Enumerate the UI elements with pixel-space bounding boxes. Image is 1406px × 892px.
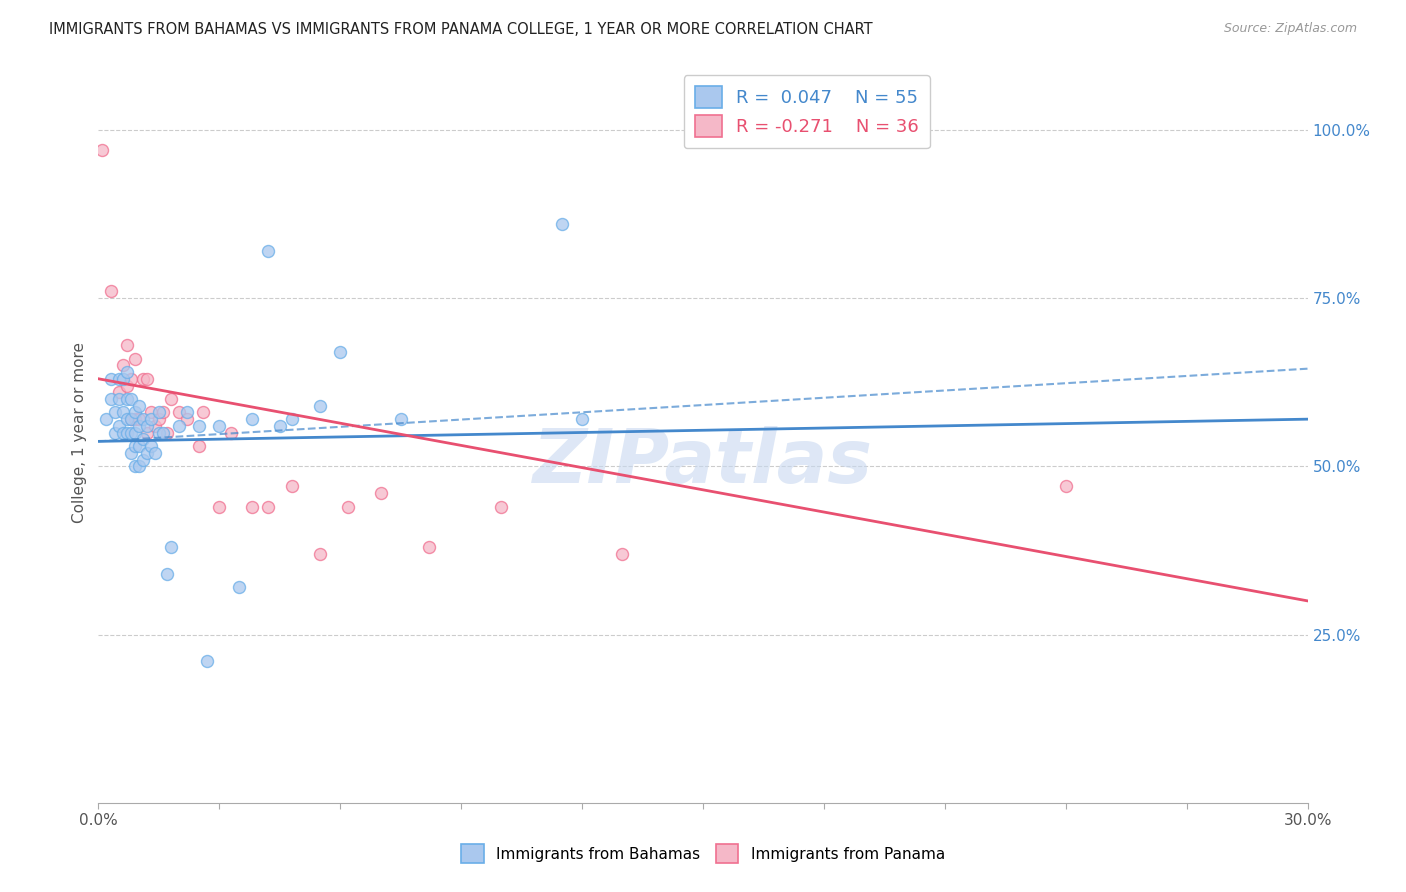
Point <box>491 500 513 514</box>
Point <box>111 425 134 440</box>
Point <box>167 418 190 433</box>
Point <box>612 547 634 561</box>
Point <box>107 372 129 386</box>
Point <box>256 500 278 514</box>
Point <box>135 446 157 460</box>
Point <box>135 418 157 433</box>
Point <box>228 581 250 595</box>
Point <box>107 418 129 433</box>
Point <box>148 405 170 419</box>
Point <box>143 418 166 433</box>
Point <box>269 418 291 433</box>
Point <box>139 439 162 453</box>
Point <box>111 359 134 373</box>
Point <box>160 540 183 554</box>
Point <box>120 412 142 426</box>
Point <box>100 285 122 299</box>
Text: ZIPatlas: ZIPatlas <box>533 425 873 499</box>
Point <box>107 392 129 406</box>
Point <box>124 412 146 426</box>
Point <box>120 392 142 406</box>
Point <box>111 405 134 419</box>
Point <box>132 433 155 447</box>
Point <box>132 372 155 386</box>
Point <box>188 439 211 453</box>
Point <box>91 143 114 157</box>
Point <box>124 459 146 474</box>
Point <box>115 338 138 352</box>
Y-axis label: College, 1 year or more: College, 1 year or more <box>72 343 87 523</box>
Point <box>309 399 332 413</box>
Point <box>176 412 198 426</box>
Point <box>208 500 231 514</box>
Point <box>156 425 179 440</box>
Point <box>152 425 174 440</box>
Point <box>115 425 138 440</box>
Point <box>418 540 440 554</box>
Point <box>120 425 142 440</box>
Point <box>124 425 146 440</box>
Point <box>128 459 150 474</box>
Point <box>132 452 155 467</box>
Point <box>120 372 142 386</box>
Point <box>240 412 263 426</box>
Point <box>195 655 218 669</box>
Point <box>128 399 150 413</box>
Point <box>240 500 263 514</box>
Point <box>124 439 146 453</box>
Point <box>143 446 166 460</box>
Point <box>100 372 122 386</box>
Point <box>128 412 150 426</box>
Point <box>100 392 122 406</box>
Point <box>107 385 129 400</box>
Point <box>256 244 278 258</box>
Point <box>281 479 304 493</box>
Point <box>188 418 211 433</box>
Point <box>103 425 125 440</box>
Point <box>309 547 332 561</box>
Point <box>167 405 190 419</box>
Point <box>135 372 157 386</box>
Point <box>124 351 146 366</box>
Point <box>370 486 392 500</box>
Point <box>571 412 593 426</box>
Point <box>221 425 243 440</box>
Point <box>139 405 162 419</box>
Point <box>115 392 138 406</box>
Point <box>132 412 155 426</box>
Point <box>337 500 360 514</box>
Point <box>208 418 231 433</box>
Point <box>281 412 304 426</box>
Point <box>148 425 170 440</box>
Point <box>329 344 352 359</box>
Point <box>124 405 146 419</box>
Point <box>152 405 174 419</box>
Point <box>120 446 142 460</box>
Point <box>115 412 138 426</box>
Point <box>160 392 183 406</box>
Point <box>128 418 150 433</box>
Point <box>156 566 179 581</box>
Point <box>193 405 215 419</box>
Legend: Immigrants from Bahamas, Immigrants from Panama: Immigrants from Bahamas, Immigrants from… <box>456 838 950 869</box>
Point <box>551 217 574 231</box>
Point <box>128 439 150 453</box>
Point <box>1054 479 1077 493</box>
Point <box>103 405 125 419</box>
Text: IMMIGRANTS FROM BAHAMAS VS IMMIGRANTS FROM PANAMA COLLEGE, 1 YEAR OR MORE CORREL: IMMIGRANTS FROM BAHAMAS VS IMMIGRANTS FR… <box>49 22 873 37</box>
Point <box>115 365 138 379</box>
Point <box>135 425 157 440</box>
Point <box>111 372 134 386</box>
Point <box>139 412 162 426</box>
Point <box>96 412 118 426</box>
Point <box>176 405 198 419</box>
Text: Source: ZipAtlas.com: Source: ZipAtlas.com <box>1223 22 1357 36</box>
Point <box>389 412 412 426</box>
Point <box>148 412 170 426</box>
Point <box>120 412 142 426</box>
Point <box>115 378 138 392</box>
